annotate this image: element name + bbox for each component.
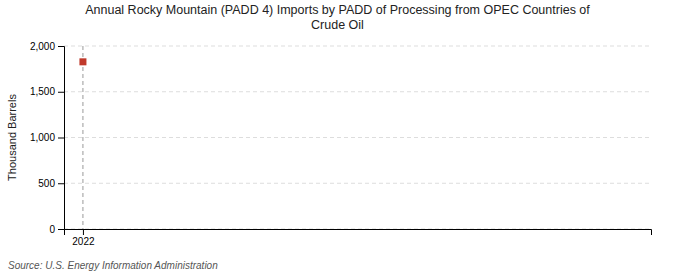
- y-tick-mark: [58, 138, 64, 139]
- plot-area: 2022 0 500 1,000 1,500 2,000: [30, 41, 652, 247]
- y-tick: 1,500: [30, 86, 64, 97]
- y-tick-mark: [58, 92, 64, 93]
- y-axis-line: [58, 47, 65, 230]
- grid-line: [64, 46, 651, 47]
- x-tick: 2022: [72, 229, 95, 247]
- grid-line: [64, 137, 651, 138]
- y-tick-label: 500: [38, 178, 55, 189]
- marks: [79, 46, 86, 229]
- y-tick-mark: [58, 183, 64, 184]
- x-axis-line: [65, 230, 652, 236]
- reference-line: [82, 46, 83, 229]
- y-tick: 2,000: [30, 41, 64, 52]
- x-tick-mark: [83, 229, 84, 235]
- point: [79, 58, 86, 65]
- y-tick-label: 2,000: [30, 41, 55, 52]
- source-note: Source: U.S. Energy Information Administ…: [8, 260, 218, 271]
- chart: 2022 0 500 1,000 1,500 2,000 Thousand Barrels A…: [0, 0, 675, 275]
- y-axis: 0 500 1,000 1,500 2,000: [30, 41, 65, 235]
- y-axis-title: Thousand Barrels: [6, 94, 18, 181]
- title: Annual Rocky Mountain (PADD 4) Imports b…: [85, 3, 590, 32]
- y-tick: 500: [38, 178, 64, 189]
- y-tick: 0: [49, 224, 64, 235]
- grid-line: [64, 91, 651, 92]
- y-tick-label: 1,000: [30, 132, 55, 143]
- x-axis: 2022: [65, 229, 652, 247]
- y-tick: 1,000: [30, 132, 64, 143]
- y-tick-label: 0: [49, 224, 55, 235]
- y-tick-mark: [58, 46, 64, 47]
- grid: [64, 46, 651, 229]
- y-tick-mark: [58, 229, 64, 230]
- y-tick-label: 1,500: [30, 86, 55, 97]
- x-tick-label: 2022: [72, 236, 95, 247]
- grid-line: [64, 183, 651, 184]
